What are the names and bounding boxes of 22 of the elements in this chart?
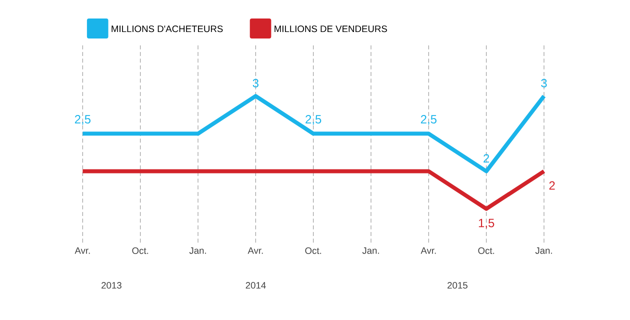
data-label: 2: [484, 154, 490, 163]
x-tick-label: Oct.: [478, 247, 494, 254]
x-tick-label: Avr.: [248, 247, 263, 254]
data-label: 2: [549, 181, 555, 190]
x-tick-label: Avr.: [420, 247, 436, 254]
x-tick-label: Jan.: [362, 247, 379, 254]
data-label: 2,5: [420, 115, 437, 125]
text: 2015: [448, 282, 468, 289]
text: 2013: [102, 282, 122, 289]
legend-label: MILLIONS D'ACHETEURS: [112, 26, 223, 32]
data-label: 3: [252, 78, 258, 88]
data-label: 3: [541, 78, 547, 88]
data-label: 2,5: [306, 115, 322, 125]
x-tick-label: Jan.: [535, 247, 552, 254]
x-tick-label: Oct.: [132, 247, 148, 254]
data-label: 1,5: [478, 218, 494, 229]
x-tick-label: Avr.: [74, 247, 90, 254]
text: 2014: [246, 282, 266, 289]
x-tick-label: Oct.: [305, 247, 322, 254]
x-tick-label: Jan.: [189, 247, 206, 254]
data-label: 2,5: [74, 115, 91, 125]
legend-label: MILLIONS DE VENDEURS: [274, 26, 387, 32]
